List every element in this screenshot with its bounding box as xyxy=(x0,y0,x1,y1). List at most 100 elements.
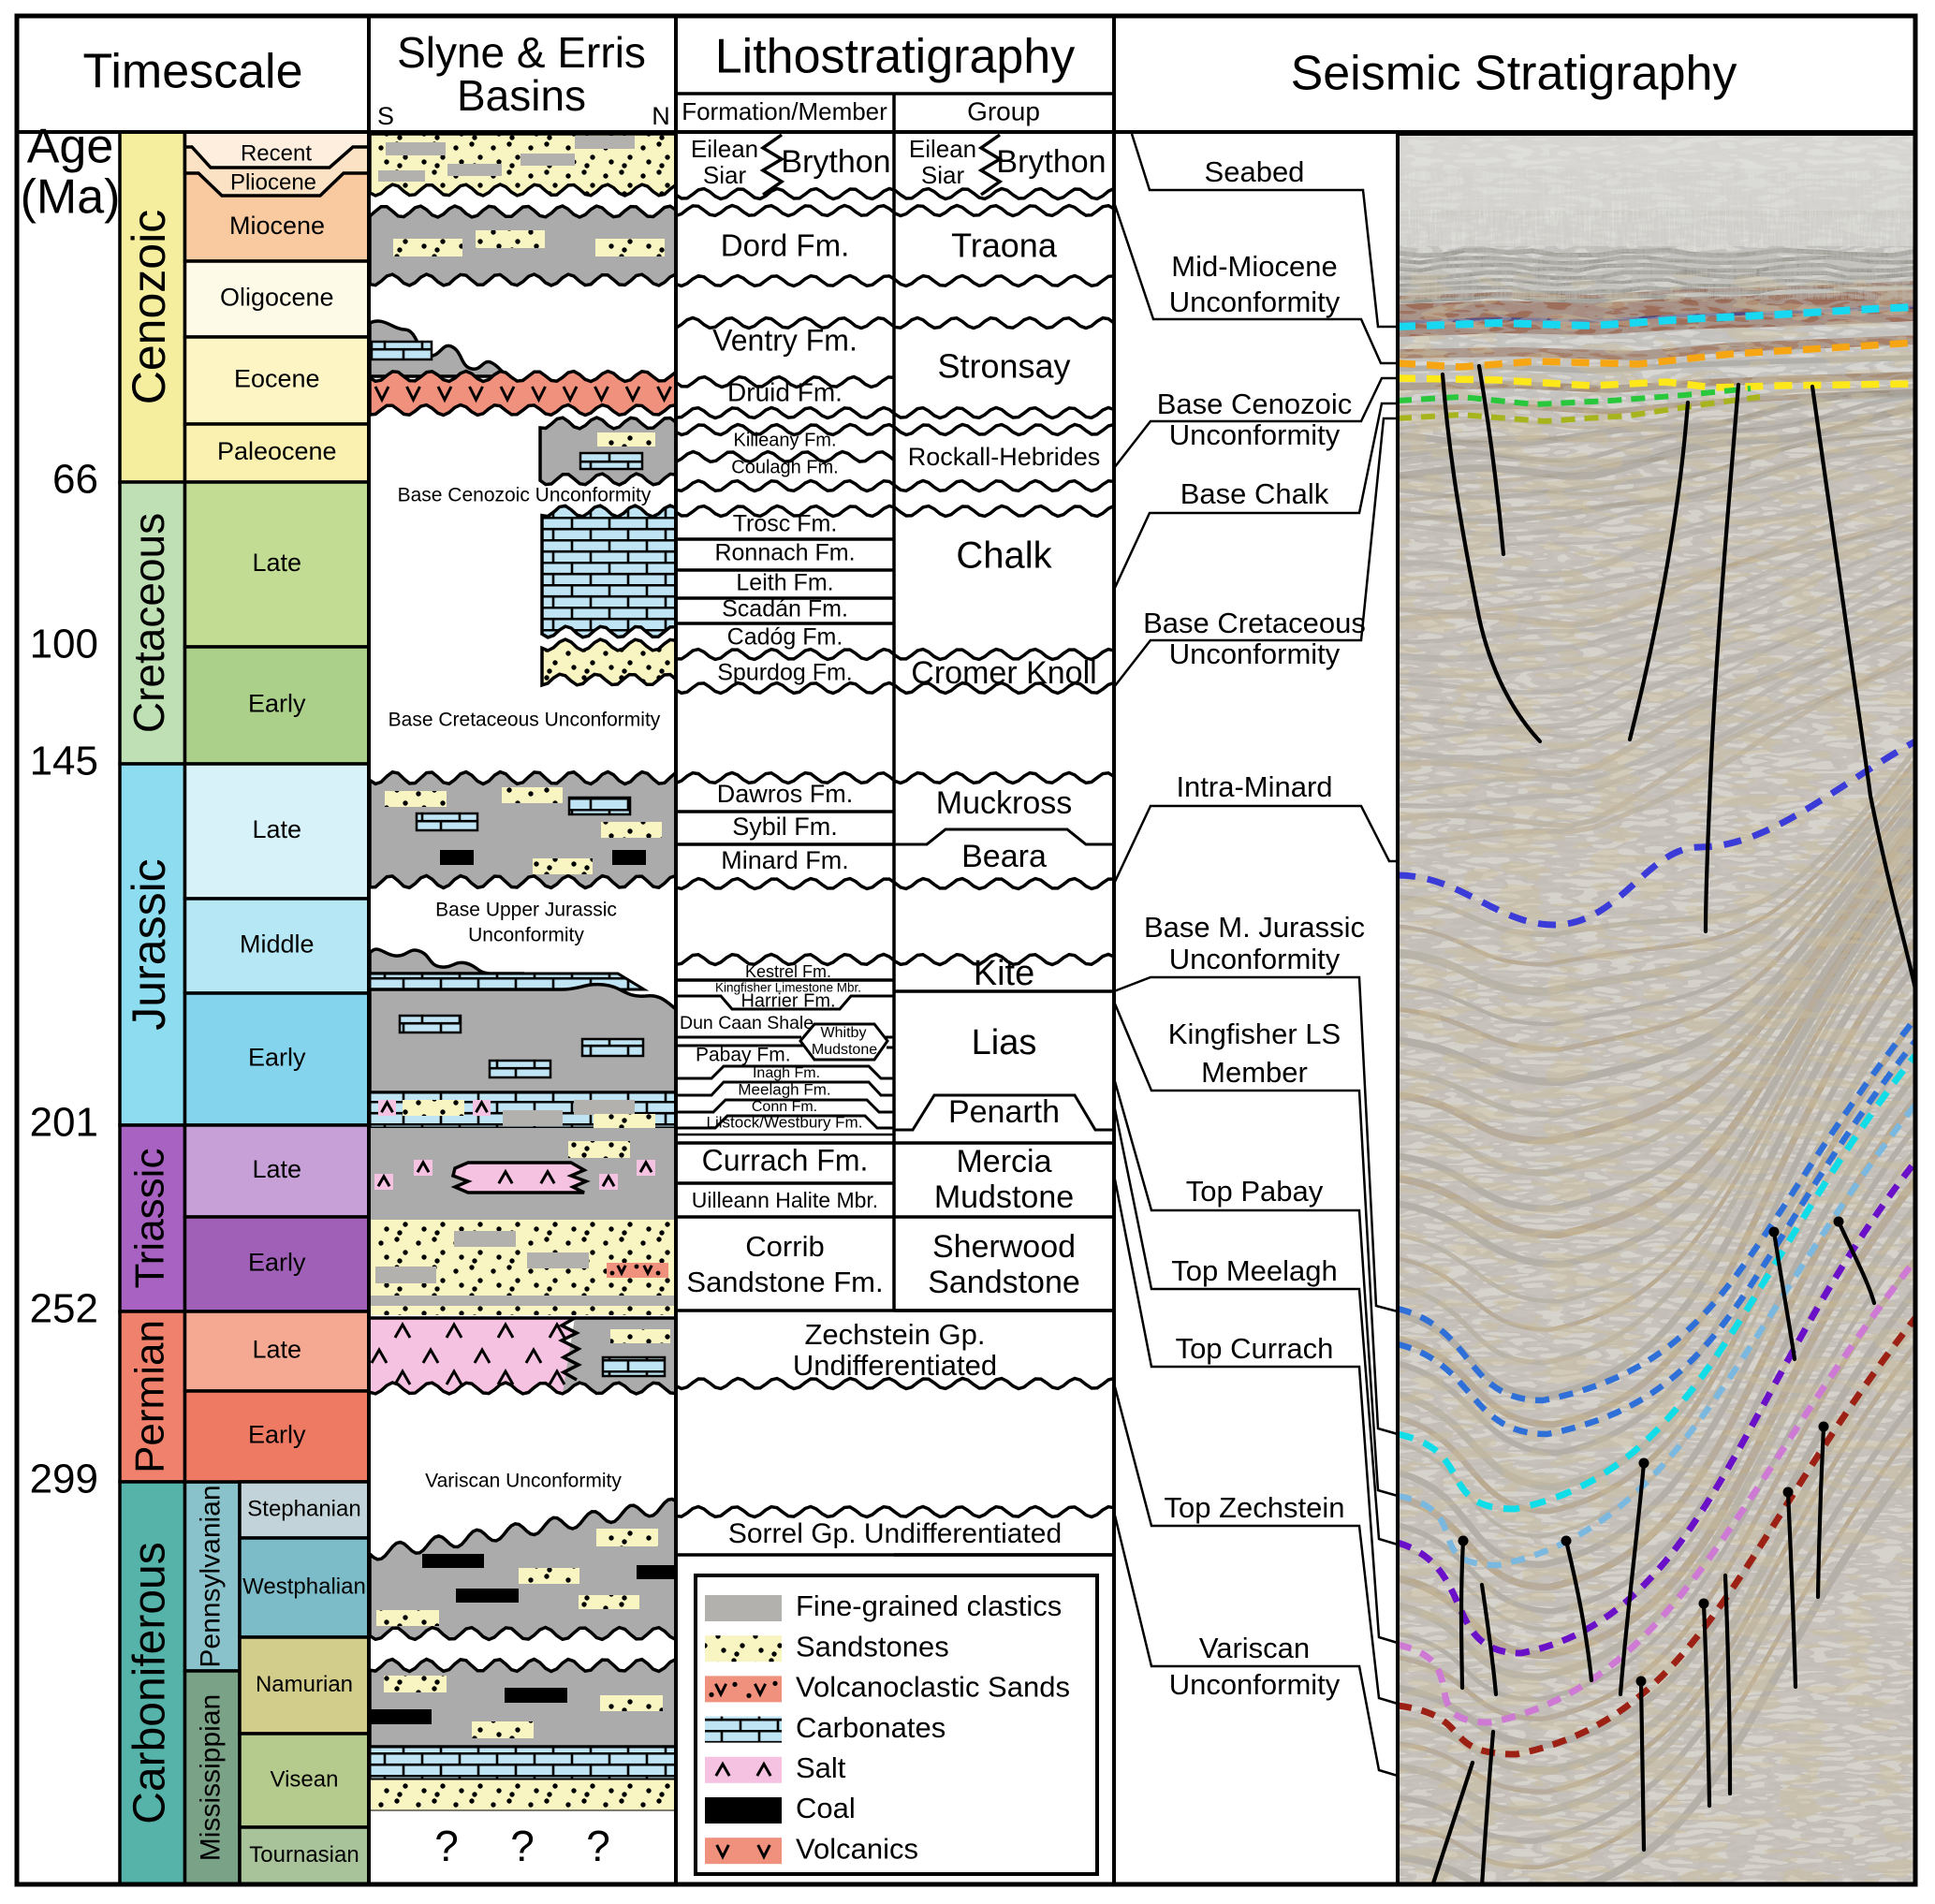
svg-text:Uilleann Halite Mbr.: Uilleann Halite Mbr. xyxy=(692,1188,878,1212)
svg-text:252: 252 xyxy=(30,1286,98,1332)
svg-text:N: N xyxy=(652,102,670,130)
svg-text:Variscan Unconformity: Variscan Unconformity xyxy=(425,1471,622,1492)
svg-text:Kite: Kite xyxy=(974,954,1034,993)
svg-text:Sorrel Gp. Undifferentiated: Sorrel Gp. Undifferentiated xyxy=(728,1518,1062,1549)
svg-text:Mudstone: Mudstone xyxy=(812,1042,877,1058)
svg-text:Minard Fm.: Minard Fm. xyxy=(721,846,849,874)
svg-text:Oligocene: Oligocene xyxy=(220,284,334,312)
svg-text:Penarth: Penarth xyxy=(948,1094,1060,1130)
svg-text:Salt: Salt xyxy=(796,1751,846,1784)
svg-text:Brython: Brython xyxy=(781,144,890,180)
svg-text:Member: Member xyxy=(1201,1056,1308,1089)
svg-text:Harrier Fm.: Harrier Fm. xyxy=(740,990,835,1011)
svg-text:Base Upper Jurassic: Base Upper Jurassic xyxy=(435,900,617,921)
svg-text:Dord Fm.: Dord Fm. xyxy=(721,228,850,263)
svg-text:Cadóg Fm.: Cadóg Fm. xyxy=(727,624,843,651)
svg-text:Druid Fm.: Druid Fm. xyxy=(727,377,843,406)
svg-text:Siar: Siar xyxy=(921,161,965,189)
svg-text:Lithostratigraphy: Lithostratigraphy xyxy=(715,30,1075,84)
svg-text:Currach Fm.: Currach Fm. xyxy=(702,1143,869,1177)
svg-text:Eilean: Eilean xyxy=(909,135,976,163)
svg-text:Slyne & Erris: Slyne & Erris xyxy=(397,28,646,77)
svg-text:Ventry Fm.: Ventry Fm. xyxy=(712,323,858,357)
svg-text:Miocene: Miocene xyxy=(229,212,325,240)
svg-text:Late: Late xyxy=(252,815,301,843)
svg-text:Sandstones: Sandstones xyxy=(796,1630,949,1662)
svg-text:Mercia: Mercia xyxy=(956,1144,1051,1179)
svg-text:Basins: Basins xyxy=(457,71,586,120)
svg-text:Carbonates: Carbonates xyxy=(796,1711,946,1744)
svg-text:Base Chalk: Base Chalk xyxy=(1180,477,1329,510)
svg-text:Scadán Fm.: Scadán Fm. xyxy=(722,596,848,622)
svg-text:Muckross: Muckross xyxy=(936,785,1072,821)
svg-text:Middle: Middle xyxy=(240,930,315,959)
svg-text:Base Cenozoic Unconformity: Base Cenozoic Unconformity xyxy=(398,485,652,506)
svg-text:Recent: Recent xyxy=(241,140,312,166)
svg-text:Top Meelagh: Top Meelagh xyxy=(1171,1254,1338,1287)
svg-text:Seismic Stratigraphy: Seismic Stratigraphy xyxy=(1291,47,1737,101)
svg-text:Conn Fm.: Conn Fm. xyxy=(752,1099,817,1115)
svg-text:Stronsay: Stronsay xyxy=(937,347,1070,386)
svg-text:100: 100 xyxy=(30,622,98,667)
svg-text:Top Pabay: Top Pabay xyxy=(1186,1175,1324,1208)
svg-text:Age: Age xyxy=(27,120,114,174)
svg-text:Seabed: Seabed xyxy=(1205,155,1305,188)
svg-text:Siar: Siar xyxy=(703,161,747,189)
svg-text:Undifferentiated: Undifferentiated xyxy=(793,1349,997,1382)
svg-text:Jurassic: Jurassic xyxy=(123,858,175,1030)
svg-text:Late: Late xyxy=(252,1336,301,1364)
svg-text:Eilean: Eilean xyxy=(691,135,758,163)
svg-text:Mudstone: Mudstone xyxy=(934,1179,1074,1215)
svg-text:Killeany Fm.: Killeany Fm. xyxy=(733,430,836,450)
svg-text:Trosc Fm.: Trosc Fm. xyxy=(733,511,838,537)
svg-text:Base Cretaceous: Base Cretaceous xyxy=(1143,607,1366,639)
svg-text:Paleocene: Paleocene xyxy=(217,437,337,465)
svg-text:Stephanian: Stephanian xyxy=(247,1496,360,1521)
svg-text:Early: Early xyxy=(248,690,306,718)
svg-text:Sybil Fm.: Sybil Fm. xyxy=(732,813,838,841)
svg-text:Leith Fm.: Leith Fm. xyxy=(736,570,833,596)
svg-text:Beara: Beara xyxy=(961,839,1047,874)
svg-text:Dawros Fm.: Dawros Fm. xyxy=(717,780,854,808)
svg-text:Volcanics: Volcanics xyxy=(796,1832,918,1865)
svg-text:Spurdog Fm.: Spurdog Fm. xyxy=(717,660,853,686)
svg-text:Sherwood: Sherwood xyxy=(932,1229,1076,1265)
svg-text:S: S xyxy=(377,102,394,130)
svg-text:Zechstein Gp.: Zechstein Gp. xyxy=(805,1318,986,1351)
svg-text:Mississippian: Mississippian xyxy=(196,1694,227,1861)
svg-text:Fine-grained clastics: Fine-grained clastics xyxy=(796,1589,1062,1622)
svg-text:Kingfisher Limestone Mbr.: Kingfisher Limestone Mbr. xyxy=(715,981,861,995)
svg-text:Lias: Lias xyxy=(972,1023,1037,1062)
svg-text:Visean: Visean xyxy=(271,1766,339,1792)
svg-text:Pennsylvanian: Pennsylvanian xyxy=(196,1485,227,1667)
svg-text:Triassic: Triassic xyxy=(126,1149,172,1289)
svg-text:Westphalian: Westphalian xyxy=(242,1574,366,1599)
svg-text:Unconformity: Unconformity xyxy=(1169,1668,1341,1701)
svg-text:299: 299 xyxy=(30,1457,98,1502)
svg-text:Lilstock/Westbury Fm.: Lilstock/Westbury Fm. xyxy=(707,1113,863,1131)
svg-text:Variscan: Variscan xyxy=(1199,1632,1310,1664)
svg-text:Coal: Coal xyxy=(796,1792,856,1824)
svg-text:Unconformity: Unconformity xyxy=(1169,637,1341,670)
svg-text:Early: Early xyxy=(248,1044,306,1072)
svg-text:Meelagh Fm.: Meelagh Fm. xyxy=(738,1080,830,1098)
svg-text:Namurian: Namurian xyxy=(256,1672,353,1697)
svg-text:Timescale: Timescale xyxy=(82,45,302,99)
svg-text:Carboniferous: Carboniferous xyxy=(125,1542,174,1824)
svg-text:Unconformity: Unconformity xyxy=(1169,418,1341,451)
svg-text:Mid-Miocene: Mid-Miocene xyxy=(1171,250,1337,283)
svg-text:Top Currach: Top Currach xyxy=(1176,1332,1334,1365)
svg-text:Cromer Knoll: Cromer Knoll xyxy=(911,655,1096,691)
svg-text:Cenozoic: Cenozoic xyxy=(123,210,175,404)
svg-text:?: ? xyxy=(586,1822,610,1870)
svg-text:Late: Late xyxy=(252,1155,301,1183)
svg-text:Coulagh Fm.: Coulagh Fm. xyxy=(731,457,839,477)
svg-text:Inagh Fm.: Inagh Fm. xyxy=(753,1065,820,1081)
svg-text:Pliocene: Pliocene xyxy=(230,169,316,195)
svg-text:Unconformity: Unconformity xyxy=(1169,286,1341,318)
svg-text:Rockall-Hebrides: Rockall-Hebrides xyxy=(908,443,1101,471)
svg-text:Top Zechstein: Top Zechstein xyxy=(1165,1491,1345,1524)
svg-text:Kestrel Fm.: Kestrel Fm. xyxy=(745,962,831,981)
svg-text:Late: Late xyxy=(252,549,301,577)
svg-text:Ronnach Fm.: Ronnach Fm. xyxy=(714,540,855,566)
